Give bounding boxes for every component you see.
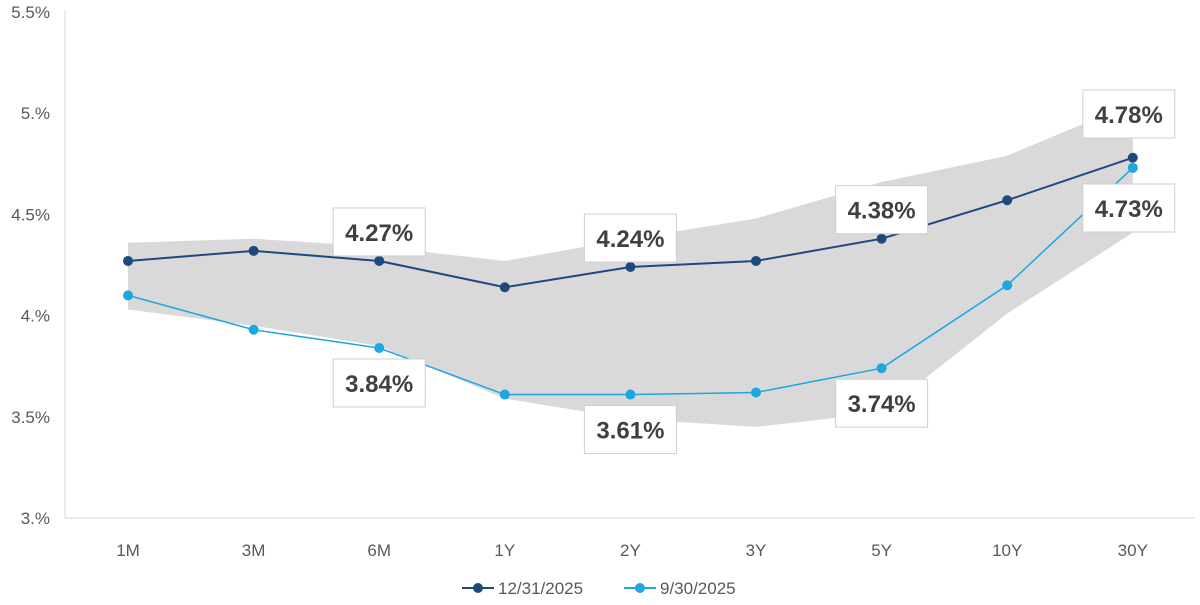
- data-label: 4.73%: [1082, 183, 1176, 233]
- data-label-box: [1082, 89, 1176, 139]
- x-tick-label: 30Y: [1118, 541, 1148, 560]
- data-label-box: [1082, 183, 1176, 233]
- data-point: [1002, 280, 1013, 291]
- data-point: [374, 342, 385, 353]
- data-label: 3.74%: [835, 378, 929, 428]
- y-tick-label: 4.%: [21, 307, 50, 326]
- data-label: 3.84%: [332, 358, 426, 408]
- data-point: [248, 324, 259, 335]
- data-point: [123, 255, 133, 266]
- y-axis-ticks: 3.% 3.5% 4.% 4.5% 5.% 5.5%: [11, 3, 50, 528]
- data-point: [625, 262, 636, 273]
- series-lines: [123, 152, 1138, 400]
- y-tick-label: 5.%: [21, 104, 50, 123]
- data-label-text: 4.78%: [1095, 102, 1163, 129]
- data-label: 4.78%: [1082, 89, 1176, 139]
- x-tick-label: 5Y: [871, 541, 892, 560]
- y-tick-label: 5.5%: [11, 3, 50, 22]
- x-tick-label: 3Y: [746, 541, 767, 560]
- data-label-text: 3.61%: [596, 418, 664, 445]
- legend-label: 12/31/2025: [498, 579, 583, 598]
- data-point: [374, 255, 385, 266]
- data-label-text: 4.24%: [596, 226, 664, 253]
- x-tick-label: 6M: [367, 541, 391, 560]
- legend: 12/31/2025 9/30/2025: [462, 579, 736, 598]
- data-point: [1002, 195, 1013, 206]
- legend-marker-icon: [635, 583, 645, 593]
- y-tick-label: 4.5%: [11, 205, 50, 224]
- data-label-text: 4.27%: [345, 220, 413, 247]
- data-label-text: 3.74%: [848, 391, 916, 418]
- x-tick-label: 10Y: [992, 541, 1022, 560]
- data-label-text: 4.38%: [848, 198, 916, 225]
- legend-marker-icon: [473, 583, 483, 593]
- x-axis-ticks: 1M 3M 6M 1Y 2Y 3Y 5Y 10Y 30Y: [116, 541, 1148, 560]
- legend-item: 12/31/2025: [462, 579, 583, 598]
- data-label-box: [332, 207, 426, 257]
- data-label: 4.38%: [835, 185, 929, 235]
- legend-label: 9/30/2025: [660, 579, 736, 598]
- data-point: [499, 282, 510, 293]
- series-2: [123, 162, 1138, 400]
- data-point: [625, 389, 636, 400]
- data-point: [123, 290, 133, 301]
- data-label-text: 4.73%: [1095, 196, 1163, 223]
- series-1: [123, 152, 1138, 293]
- data-label: 3.61%: [583, 405, 677, 455]
- data-point: [1127, 152, 1138, 163]
- data-label-text: 3.84%: [345, 371, 413, 398]
- data-point: [1127, 162, 1138, 173]
- data-point: [499, 389, 510, 400]
- data-label: 4.27%: [332, 207, 426, 257]
- x-tick-label: 2Y: [620, 541, 641, 560]
- x-tick-label: 1Y: [494, 541, 515, 560]
- data-point: [248, 245, 259, 256]
- data-label-box: [332, 358, 426, 408]
- y-tick-label: 3.%: [21, 509, 50, 528]
- y-tick-label: 3.5%: [11, 408, 50, 427]
- data-point: [751, 255, 761, 266]
- data-label-box: [835, 185, 929, 235]
- data-point: [751, 387, 761, 398]
- data-point: [876, 363, 887, 374]
- data-label: 4.24%: [583, 213, 677, 263]
- data-label-box: [835, 378, 929, 428]
- data-point: [876, 233, 887, 244]
- legend-item: 9/30/2025: [624, 579, 736, 598]
- data-labels: 4.27% 4.24% 4.38% 4.78% 3.84% 3.61% 3.74% 4.73%: [332, 89, 1176, 455]
- x-tick-label: 1M: [116, 541, 140, 560]
- x-tick-label: 3M: [242, 541, 266, 560]
- data-label-box: [583, 213, 677, 263]
- data-label-box: [583, 405, 677, 455]
